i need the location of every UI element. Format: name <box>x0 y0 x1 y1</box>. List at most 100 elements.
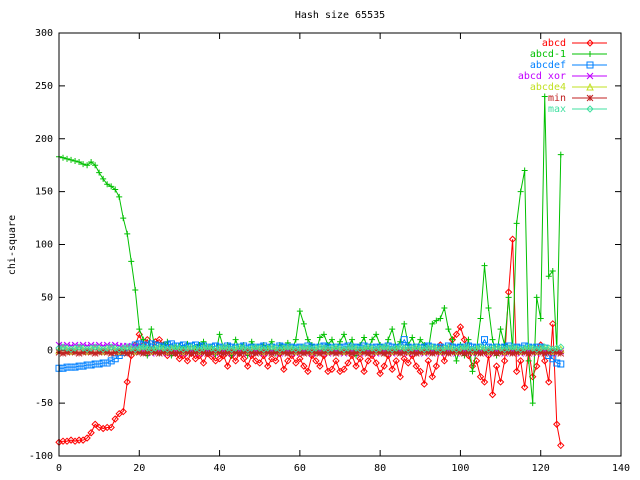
point <box>373 331 380 338</box>
y-tick-label: -50 <box>35 398 53 409</box>
point <box>236 350 243 357</box>
x-tick-label: 40 <box>214 463 226 474</box>
point <box>296 355 304 363</box>
point <box>521 349 529 356</box>
point <box>396 350 404 357</box>
point <box>176 349 183 356</box>
point <box>304 344 312 352</box>
point <box>87 349 95 356</box>
point <box>401 320 408 327</box>
point <box>464 344 473 352</box>
point <box>284 343 292 351</box>
point <box>453 347 460 355</box>
point <box>104 181 111 188</box>
point <box>456 323 465 331</box>
point <box>420 345 429 353</box>
point <box>360 367 368 376</box>
point <box>103 344 111 352</box>
point <box>184 349 191 356</box>
point <box>528 344 537 352</box>
point <box>424 344 433 352</box>
point <box>409 334 416 341</box>
point <box>368 344 376 352</box>
point <box>417 336 424 343</box>
point <box>67 436 75 444</box>
point <box>533 294 540 301</box>
point <box>517 347 524 355</box>
legend-label: max <box>548 104 566 115</box>
point <box>369 336 376 343</box>
point <box>220 350 227 357</box>
legend-label: abcde4 <box>530 82 566 93</box>
point <box>79 344 87 352</box>
point <box>191 355 200 363</box>
legend-marker <box>586 82 594 91</box>
point <box>95 344 103 352</box>
point <box>516 357 525 365</box>
point <box>456 344 465 352</box>
point <box>95 349 103 356</box>
point <box>232 349 239 356</box>
point <box>477 315 484 322</box>
point <box>256 349 264 356</box>
point <box>392 357 400 365</box>
point <box>219 343 228 351</box>
point <box>472 344 481 352</box>
point <box>428 372 437 381</box>
point <box>88 159 95 166</box>
point <box>465 336 472 343</box>
point <box>541 350 549 357</box>
point <box>107 343 115 351</box>
point <box>99 424 107 433</box>
point <box>508 235 517 243</box>
point <box>400 349 408 356</box>
point <box>508 343 517 351</box>
x-tick-label: 120 <box>532 463 550 474</box>
point <box>549 320 557 328</box>
point <box>240 349 248 356</box>
point <box>505 349 512 356</box>
point <box>549 347 557 355</box>
point <box>444 343 453 351</box>
legend-label: min <box>548 93 566 104</box>
point <box>372 345 380 353</box>
point <box>364 343 372 351</box>
point <box>428 343 437 351</box>
point <box>71 437 79 445</box>
point <box>131 345 139 353</box>
point <box>143 344 152 352</box>
point <box>148 326 155 333</box>
point <box>71 344 79 352</box>
point <box>349 336 356 343</box>
point <box>441 304 448 311</box>
point <box>328 349 336 356</box>
point <box>231 344 240 352</box>
point <box>239 355 248 363</box>
point <box>215 344 224 352</box>
point <box>63 344 71 352</box>
point <box>208 349 215 356</box>
point <box>308 347 316 355</box>
point <box>100 175 107 182</box>
point <box>320 331 327 338</box>
point <box>437 347 444 355</box>
point <box>115 347 123 355</box>
point <box>549 267 556 274</box>
point <box>524 343 533 351</box>
point <box>228 347 235 355</box>
point <box>304 367 312 376</box>
point <box>167 344 176 352</box>
point <box>300 362 308 370</box>
point <box>147 345 156 353</box>
point <box>433 317 440 324</box>
point <box>509 350 516 357</box>
point <box>429 320 436 327</box>
point <box>292 345 300 353</box>
point <box>163 345 172 353</box>
point <box>175 355 184 363</box>
x-tick-label: 100 <box>451 463 469 474</box>
point <box>200 338 207 345</box>
point <box>461 350 468 357</box>
point <box>112 186 119 193</box>
